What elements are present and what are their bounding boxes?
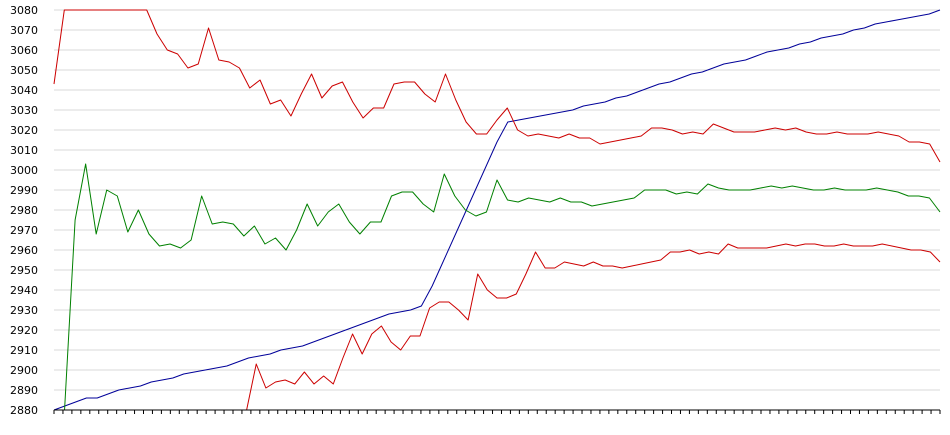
y-tick-label: 2930 — [10, 304, 38, 317]
series-line-3 — [54, 163, 941, 411]
y-tick-label: 3050 — [10, 64, 38, 77]
series-line-2 — [53, 9, 941, 163]
y-tick-label: 2970 — [10, 224, 38, 237]
y-tick-label: 2900 — [10, 364, 38, 377]
y-tick-label: 2890 — [10, 384, 38, 397]
y-tick-label: 2980 — [10, 204, 38, 217]
series-line-4 — [54, 243, 941, 411]
y-tick-label: 3030 — [10, 104, 38, 117]
y-tick-label: 2910 — [10, 344, 38, 357]
y-tick-label: 3060 — [10, 44, 38, 57]
y-tick-label: 3080 — [10, 4, 38, 17]
y-axis-tick-labels: 2880 2890 2900 2910 2920 2930 2940 2950 2960 2970… — [10, 4, 38, 417]
y-tick-label: 2990 — [10, 184, 38, 197]
series-line-1 — [53, 9, 941, 411]
y-tick-label: 3040 — [10, 84, 38, 97]
y-tick-label: 3000 — [10, 164, 38, 177]
y-tick-label: 3020 — [10, 124, 38, 137]
y-tick-label: 2960 — [10, 244, 38, 257]
y-tick-label: 2880 — [10, 404, 38, 417]
y-tick-label: 2940 — [10, 284, 38, 297]
x-axis-ticks — [53, 410, 941, 414]
y-tick-label: 3070 — [10, 24, 38, 37]
y-tick-label: 2920 — [10, 324, 38, 337]
y-tick-label: 3010 — [10, 144, 38, 157]
y-tick-label: 2950 — [10, 264, 38, 277]
horizontal-gridlines — [54, 9, 940, 391]
